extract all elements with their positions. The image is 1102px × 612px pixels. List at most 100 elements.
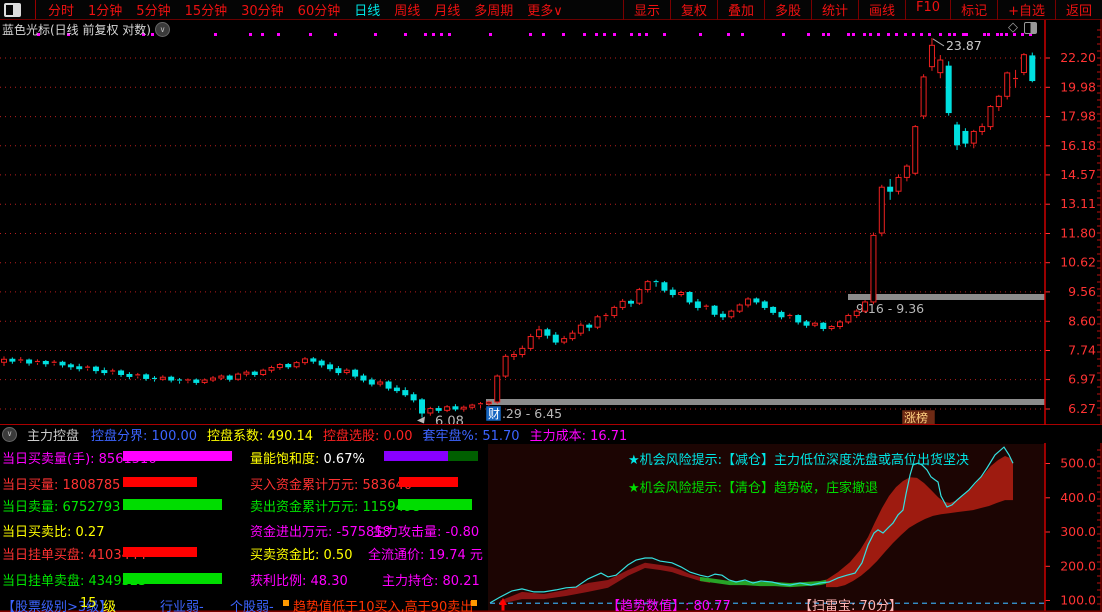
chart-title-row: 蓝色光标(日线 前复权 对数) ∨ (2, 21, 170, 38)
stat-label: 当日挂单卖盘: (2, 574, 89, 589)
svg-text:300.0: 300.0 (1060, 524, 1096, 539)
menu-item-period-9[interactable]: 多周期 (474, 4, 514, 19)
stat-value: 80.21 (442, 574, 480, 589)
stat-row-9-1: 主力攻击量: -0.80 (372, 521, 479, 540)
svg-text:6.29 - 6.45: 6.29 - 6.45 (494, 406, 562, 421)
status-segment-3: 行业弱- (160, 600, 204, 612)
status-segment-4: 个股弱- (230, 600, 274, 612)
menu-item-action-4[interactable]: 统计 (811, 0, 858, 20)
menu-item-action-6[interactable]: F10 (905, 0, 950, 20)
svg-text:19.98: 19.98 (1060, 79, 1096, 94)
stat-value: -575858 (336, 525, 391, 540)
menu-item-period-6[interactable]: 日线 (354, 4, 381, 19)
stat-bar-8-0 (398, 499, 472, 510)
chart-title: 蓝色光标(日线 前复权 对数) (2, 23, 151, 37)
svg-text:100.0: 100.0 (1060, 593, 1096, 608)
stat-row-7-0: 买入资金累计万元: 583640 (250, 474, 412, 493)
svg-text:13.11: 13.11 (1060, 196, 1096, 211)
split-panel-icon[interactable] (1024, 21, 1037, 34)
chevron-down-icon[interactable]: ∨ (155, 22, 170, 37)
stat-bar-6-0 (384, 451, 448, 461)
stat-value: 0.27 (75, 525, 105, 540)
stat-label: 当日买量: (2, 478, 63, 493)
stat-label: 获利比例: (250, 574, 311, 589)
diamond-icon[interactable]: ◇ (1008, 20, 1018, 35)
status-square-icon (471, 600, 477, 606)
chart-corner-tools: ◇ (1008, 20, 1037, 35)
status-segment-1: 15 (80, 596, 97, 611)
svg-text:6.27: 6.27 (1068, 401, 1096, 416)
stat-bar-5-0 (123, 573, 222, 584)
stat-label: 当日买卖比: (2, 525, 76, 540)
status-segment-0: 【股票级别>3级】: (2, 600, 117, 612)
svg-text:17.98: 17.98 (1060, 109, 1096, 124)
menu-item-action-7[interactable]: 标记 (950, 0, 997, 20)
menu-item-action-0[interactable]: 显示 (622, 0, 670, 20)
svg-text:7.74: 7.74 (1068, 343, 1096, 358)
stat-label: 买卖资金比: (250, 548, 324, 563)
menu-item-period-0[interactable]: 分时 (48, 4, 75, 19)
stat-row-3-0: 当日买卖比: 0.27 (2, 521, 104, 540)
indicator-field-0: 控盘分界: 100.00 (91, 428, 198, 444)
menu-item-period-2[interactable]: 5分钟 (136, 4, 171, 19)
stat-label: 当日挂单买盘: (2, 548, 89, 563)
status-segment-5: 趋势值低于10买入,高于90卖出 (293, 600, 474, 612)
period-menu: 分时 1分钟 5分钟 15分钟 30分钟 60分钟 日线 周线 月线 多周期 更多∨ (35, 0, 563, 19)
menu-item-period-7[interactable]: 周线 (394, 4, 421, 19)
stat-bar-4-0 (123, 547, 197, 557)
stat-bar-7-0 (399, 477, 458, 487)
chevron-down-icon[interactable]: ∨ (2, 426, 17, 442)
menu-item-action-1[interactable]: 复权 (669, 0, 717, 20)
stat-row-11-1: 主力持仓: 80.21 (382, 570, 480, 589)
menu-item-period-3[interactable]: 15分钟 (184, 4, 228, 19)
menu-item-action-3[interactable]: 多股 (763, 0, 811, 20)
menu-item-action-8[interactable]: +自选 (997, 0, 1055, 20)
stat-label: 卖出资金累计万元: (250, 500, 363, 515)
menu-item-action-5[interactable]: 画线 (858, 0, 905, 20)
indicator-field-1: 控盘系数: 490.14 (207, 428, 314, 444)
stat-label: 主力攻击量: (372, 525, 446, 540)
status-square-icon (283, 600, 289, 606)
menu-item-period-1[interactable]: 1分钟 (88, 4, 123, 19)
stat-label: 当日卖量: (2, 500, 63, 515)
stat-value: 19.74 元 (428, 548, 483, 563)
indicator-name: 主力控盘 (27, 428, 80, 444)
menu-bar: 分时 1分钟 5分钟 15分钟 30分钟 60分钟 日线 周线 月线 多周期 更多∨ 显示 复权 叠加多… (0, 0, 1102, 20)
svg-text:16.18: 16.18 (1060, 138, 1096, 153)
stat-label: 量能饱和度: (250, 452, 324, 467)
stat-value: 0.67% (323, 452, 365, 467)
trend-label-0: 【趋势数值】: 80.77 (607, 599, 731, 612)
svg-text:财: 财 (488, 407, 500, 421)
risk-alert-1: ★机会风险提示:【清仓】趋势破，庄家撤退 (628, 481, 879, 496)
stat-row-11-0: 获利比例: 48.30 (250, 570, 348, 589)
stat-row-10-1: 全流通价: 19.74 元 (368, 544, 483, 563)
menu-item-period-8[interactable]: 月线 (434, 4, 461, 19)
stat-value: 48.30 (310, 574, 348, 589)
menu-item-action-9[interactable]: 返回 (1054, 0, 1102, 20)
svg-text:11.80: 11.80 (1060, 226, 1096, 241)
indicator-field-2: 控盘选股: 0.00 (323, 428, 413, 444)
stat-label: 资金进出万元: (250, 525, 337, 540)
stat-row-1-0: 当日买量: 1808785 (2, 474, 120, 493)
stat-row-6-0: 量能饱和度: 0.67% (250, 448, 365, 467)
stat-bar-6-1 (448, 451, 478, 461)
stat-label: 全流通价: (368, 548, 429, 563)
window-icon[interactable] (4, 2, 21, 17)
stat-row-8-0: 卖出资金累计万元: 1159498 (250, 496, 420, 515)
svg-text:9.16 - 9.36: 9.16 - 9.36 (856, 301, 924, 316)
menu-item-action-2[interactable]: 叠加 (716, 0, 764, 20)
menu-item-period-4[interactable]: 30分钟 (241, 4, 284, 19)
svg-text:8.60: 8.60 (1068, 313, 1096, 328)
svg-text:涨榜: 涨榜 (904, 410, 928, 425)
svg-text:14.57: 14.57 (1060, 167, 1096, 182)
stat-label: 主力持仓: (382, 574, 443, 589)
stat-row-2-0: 当日卖量: 6752793 (2, 496, 120, 515)
menu-item-period-5[interactable]: 60分钟 (297, 4, 341, 19)
indicator-field-4: 主力成本: 16.71 (529, 428, 628, 444)
svg-text:10.62: 10.62 (1060, 255, 1096, 270)
stat-bar-1-0 (123, 477, 197, 487)
svg-text:22.20: 22.20 (1060, 50, 1096, 65)
menu-item-period-10[interactable]: 更多∨ (527, 4, 563, 19)
